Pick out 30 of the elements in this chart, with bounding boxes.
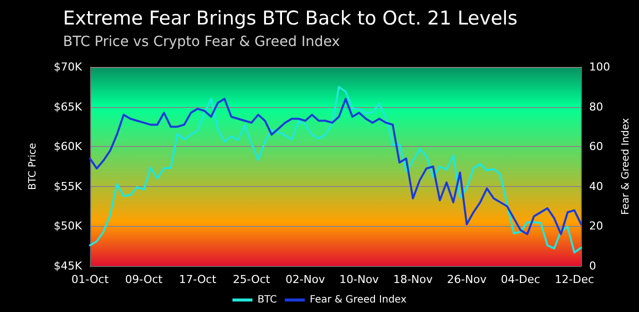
y-tick-label: $70K bbox=[54, 60, 83, 74]
y2-tick-label: 40 bbox=[589, 180, 604, 193]
y2-axis-title: Fear & Greed Index bbox=[620, 118, 632, 215]
legend-label: BTC bbox=[257, 294, 277, 306]
x-tick-label: 01-Oct bbox=[71, 273, 110, 286]
y-tick-label: $50K bbox=[54, 220, 83, 233]
y2-tick-label: 60 bbox=[589, 140, 604, 154]
y2-tick-label: 0 bbox=[589, 260, 596, 272]
y-tick-label: $45K bbox=[54, 260, 83, 272]
x-tick-label: 18-Nov bbox=[393, 273, 434, 286]
chart-subtitle: BTC Price vs Crypto Fear & Greed Index bbox=[63, 34, 340, 50]
x-tick-label: 10-Nov bbox=[339, 273, 380, 286]
x-tick-label: 25-Oct bbox=[232, 273, 271, 286]
x-tick-label: 12-Dec bbox=[554, 273, 594, 286]
y2-tick-label: 80 bbox=[589, 100, 604, 114]
x-tick-label: 17-Oct bbox=[178, 273, 217, 286]
chart-title: Extreme Fear Brings BTC Back to Oct. 21 Levels bbox=[63, 8, 518, 30]
y2-tick-label: 100 bbox=[589, 60, 610, 74]
x-tick-label: 04-Dec bbox=[500, 273, 540, 286]
x-tick-label: 09-Oct bbox=[125, 273, 164, 286]
line-series bbox=[89, 98, 582, 236]
y-tick-label: $65K bbox=[54, 100, 83, 114]
x-tick-label: 26-Nov bbox=[447, 273, 487, 286]
legend-label: Fear & Greed Index bbox=[310, 294, 407, 306]
y2-tick-label: 20 bbox=[589, 220, 604, 233]
y-axis-title: BTC Price bbox=[28, 143, 38, 190]
x-tick-label: 02-Nov bbox=[286, 273, 326, 286]
y-tick-label: $55K bbox=[54, 180, 83, 193]
y-tick-label: $60K bbox=[54, 140, 83, 154]
line-series bbox=[89, 86, 582, 254]
